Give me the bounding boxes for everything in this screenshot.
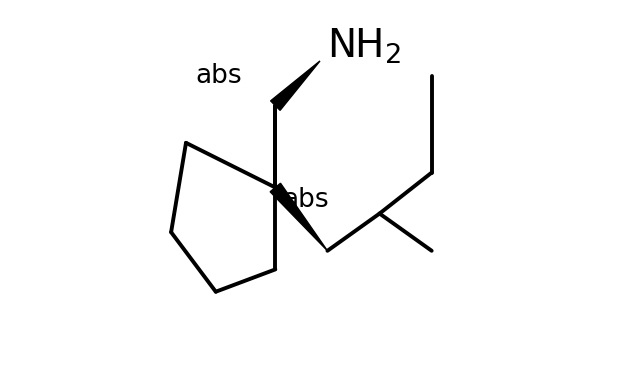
Text: abs: abs	[195, 63, 242, 89]
Text: NH$_2$: NH$_2$	[328, 26, 401, 66]
Polygon shape	[270, 183, 328, 251]
Polygon shape	[271, 61, 320, 110]
Text: abs: abs	[283, 188, 330, 213]
